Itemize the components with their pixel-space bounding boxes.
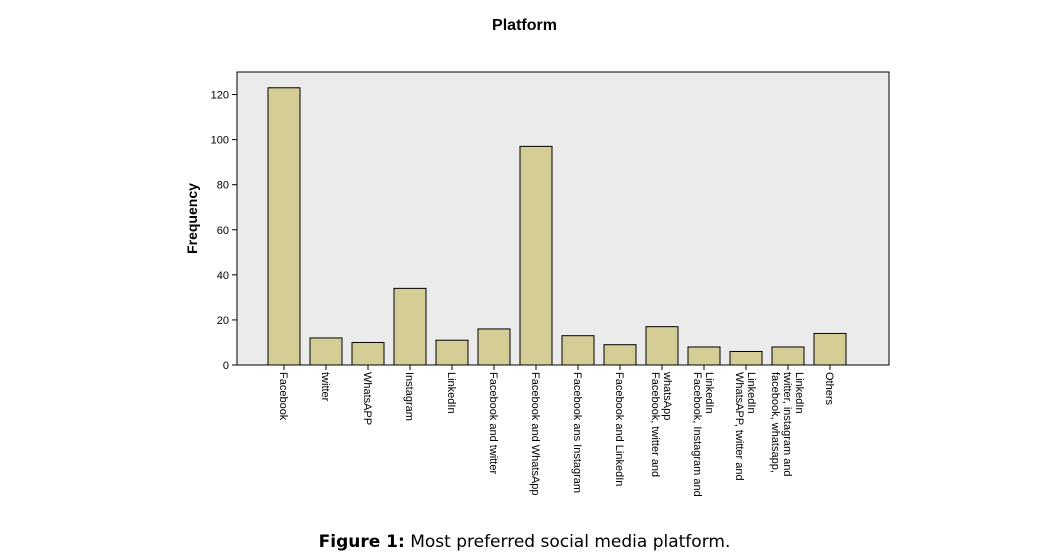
x-tick-label-line: whatsApp xyxy=(661,371,673,420)
x-tick-label-line: Facebook ans Instagram xyxy=(571,372,583,493)
x-tick-label-line: Facebook and LinkedIn xyxy=(613,372,625,486)
figure-caption: Figure 1: Most preferred social media pl… xyxy=(0,532,1049,552)
figure-caption-label: Figure 1: xyxy=(318,532,405,552)
x-tick-label-line: LinkedIn xyxy=(745,372,757,414)
y-tick-label: 80 xyxy=(217,180,229,192)
x-tick-label: Facebook xyxy=(277,372,289,421)
x-tick-label: Facebook and WhatsApp xyxy=(529,372,541,496)
x-tick-label-line: twitter, instagram and xyxy=(781,372,793,477)
figure-caption-text: Most preferred social media platform. xyxy=(404,532,731,552)
x-tick-label-line: LinkedIn xyxy=(793,372,805,414)
y-tick-label: 60 xyxy=(217,225,229,237)
x-tick-label: facebook, whatsapp, twitter, instagram an… xyxy=(769,372,805,477)
x-tick-label-line: Facebook, Instagram and xyxy=(691,372,703,497)
bar xyxy=(309,337,343,366)
bar xyxy=(393,287,427,366)
x-tick-label: LinkedIn xyxy=(445,372,457,414)
bar xyxy=(729,350,763,366)
x-tick-label-line: LinkedIn xyxy=(445,372,457,414)
plot-area xyxy=(236,71,890,366)
x-tick-label-line: WhatsAPP, twitter and xyxy=(733,372,745,481)
bar-chart: 0 20 40 60 80 100 120 Facebook twitter WhatsAPP I… xyxy=(184,71,890,497)
y-tick-label: 40 xyxy=(217,270,229,282)
y-axis-label: Frequency xyxy=(184,183,200,254)
bar xyxy=(687,346,721,366)
x-tick-label: Facebook, twitter and whatsApp xyxy=(649,371,673,477)
chart-title: Platform xyxy=(492,17,557,34)
x-tick-label-line: Instagram xyxy=(403,372,415,421)
x-tick-label-line: Facebook xyxy=(277,372,289,421)
bar xyxy=(645,326,679,366)
x-tick-label-line: Facebook and WhatsApp xyxy=(529,372,541,496)
x-tick-label-line: LinkedIn xyxy=(703,372,715,414)
bar xyxy=(267,87,301,366)
y-tick-label: 20 xyxy=(217,315,229,327)
x-tick-label: Others xyxy=(823,372,835,406)
bars-group xyxy=(267,87,847,366)
x-tick-label: Facebook and twitter xyxy=(487,372,499,474)
x-tick-label: Facebook and LinkedIn xyxy=(613,372,625,486)
x-tick-label-line: Facebook and twitter xyxy=(487,372,499,474)
x-tick-label-line: facebook, whatsapp, xyxy=(769,372,781,473)
x-tick-label-line: Others xyxy=(823,372,835,406)
y-axis: 0 20 40 60 80 100 120 xyxy=(211,90,237,372)
bar xyxy=(351,341,385,366)
y-tick-label: 120 xyxy=(211,90,229,102)
bar xyxy=(561,335,595,366)
bar xyxy=(813,332,847,366)
x-tick-label: Facebook ans Instagram xyxy=(571,372,583,493)
bar xyxy=(435,339,469,366)
x-tick-label: Instagram xyxy=(403,372,415,421)
x-tick-label: Facebook, Instagram and LinkedIn xyxy=(691,372,715,497)
x-tick-label: twitter xyxy=(319,372,331,402)
bar xyxy=(603,344,637,366)
y-tick-label: 0 xyxy=(223,360,229,372)
y-tick-label: 100 xyxy=(211,135,229,147)
bar xyxy=(771,346,805,366)
bar xyxy=(477,328,511,366)
x-tick-label: WhatsAPP xyxy=(361,372,373,425)
x-axis: Facebook twitter WhatsAPP Instagram LinkedIn… xyxy=(277,365,835,497)
x-tick-label-line: WhatsAPP xyxy=(361,372,373,425)
x-tick-label-line: twitter xyxy=(319,372,331,402)
x-tick-label: WhatsAPP, twitter and LinkedIn xyxy=(733,372,757,481)
x-tick-label-line: Facebook, twitter and xyxy=(649,372,661,477)
bar xyxy=(519,145,553,366)
